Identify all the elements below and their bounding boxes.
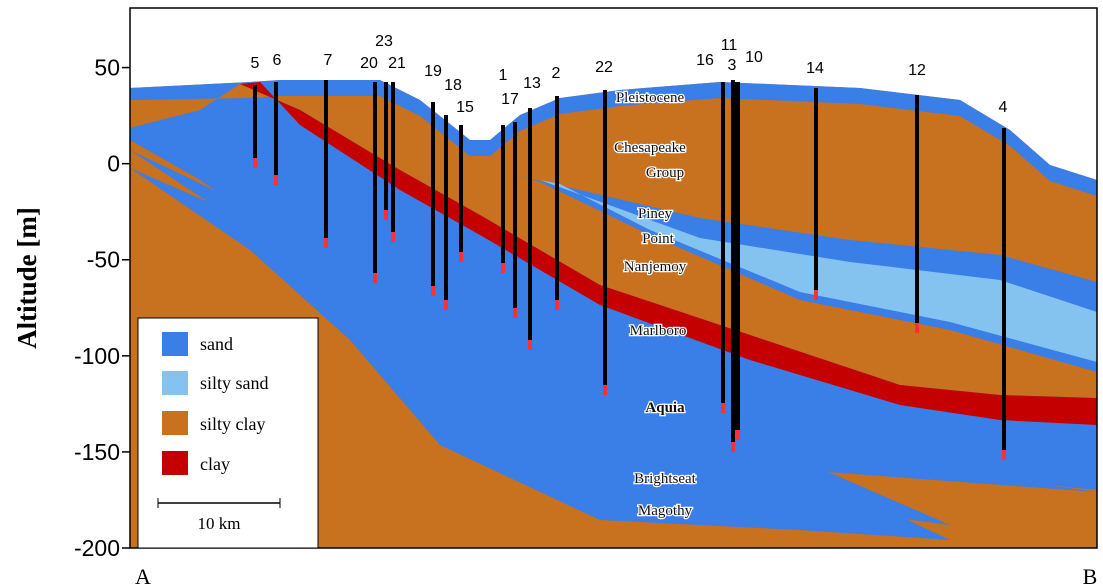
well-label: 14: [806, 60, 824, 77]
axis-label: Altitude [m]: [12, 207, 42, 349]
well-label: 10: [745, 49, 763, 66]
well-label: 6: [273, 52, 282, 69]
well-label: 20: [360, 55, 378, 72]
well-label: 22: [595, 59, 613, 76]
y-tick-label: 0: [107, 151, 120, 177]
legend-label: sand: [200, 334, 233, 354]
well-label: 12: [908, 62, 926, 79]
layer-label: Magothy: [638, 503, 693, 519]
layer-label: Brightseat: [634, 471, 696, 487]
well-label: 11: [721, 37, 738, 54]
y-tick-label: 50: [94, 55, 120, 81]
legend-label: silty sand: [200, 373, 269, 393]
well-label: 7: [324, 52, 333, 69]
legend-swatch: [162, 451, 188, 475]
well-label: 1: [499, 67, 508, 84]
well-label: 19: [424, 63, 442, 80]
well-label: 2: [552, 65, 561, 82]
well-label: 3: [728, 57, 737, 74]
legend-label: silty clay: [200, 414, 266, 434]
cross-section: 56720232119181511713222161131014124 Alti…: [0, 0, 1103, 588]
scale-bar-label: 10 km: [198, 514, 241, 533]
legend-swatch: [162, 371, 188, 395]
legend-label: clay: [200, 454, 230, 474]
layer-label: Group: [646, 165, 684, 181]
well-label: 13: [523, 75, 541, 92]
y-tick-label: -150: [74, 439, 120, 465]
layer-label: Nanjemoy: [624, 259, 687, 275]
well-label: 15: [456, 99, 474, 116]
legend-swatch: [162, 411, 188, 435]
layer-label: Point: [642, 231, 675, 247]
well-label: 4: [999, 99, 1008, 116]
y-tick-label: -100: [74, 343, 120, 369]
well-label: 17: [501, 91, 519, 108]
endpoint-label: B: [1083, 564, 1098, 588]
layer-label: Aquia: [645, 400, 685, 416]
well-label: 16: [696, 52, 714, 69]
well-label: 21: [388, 55, 406, 72]
well-label: 18: [444, 77, 462, 94]
y-tick-label: -50: [87, 247, 120, 273]
endpoint-label: A: [135, 564, 151, 588]
y-tick-label: -200: [74, 535, 120, 561]
layer-label: Chesapeake: [614, 140, 686, 156]
layer-label: Pleistocene: [616, 90, 685, 106]
layer-label: Piney: [638, 206, 673, 222]
y-axis: 50 0 -50 -100 -150 -200: [74, 55, 130, 561]
well-label: 23: [375, 33, 393, 50]
legend-swatch: [162, 332, 188, 356]
well-label: 5: [251, 55, 260, 72]
layer-label: Marlboro: [630, 323, 687, 339]
legend: sand silty sand silty clay clay 10 km: [138, 318, 318, 548]
